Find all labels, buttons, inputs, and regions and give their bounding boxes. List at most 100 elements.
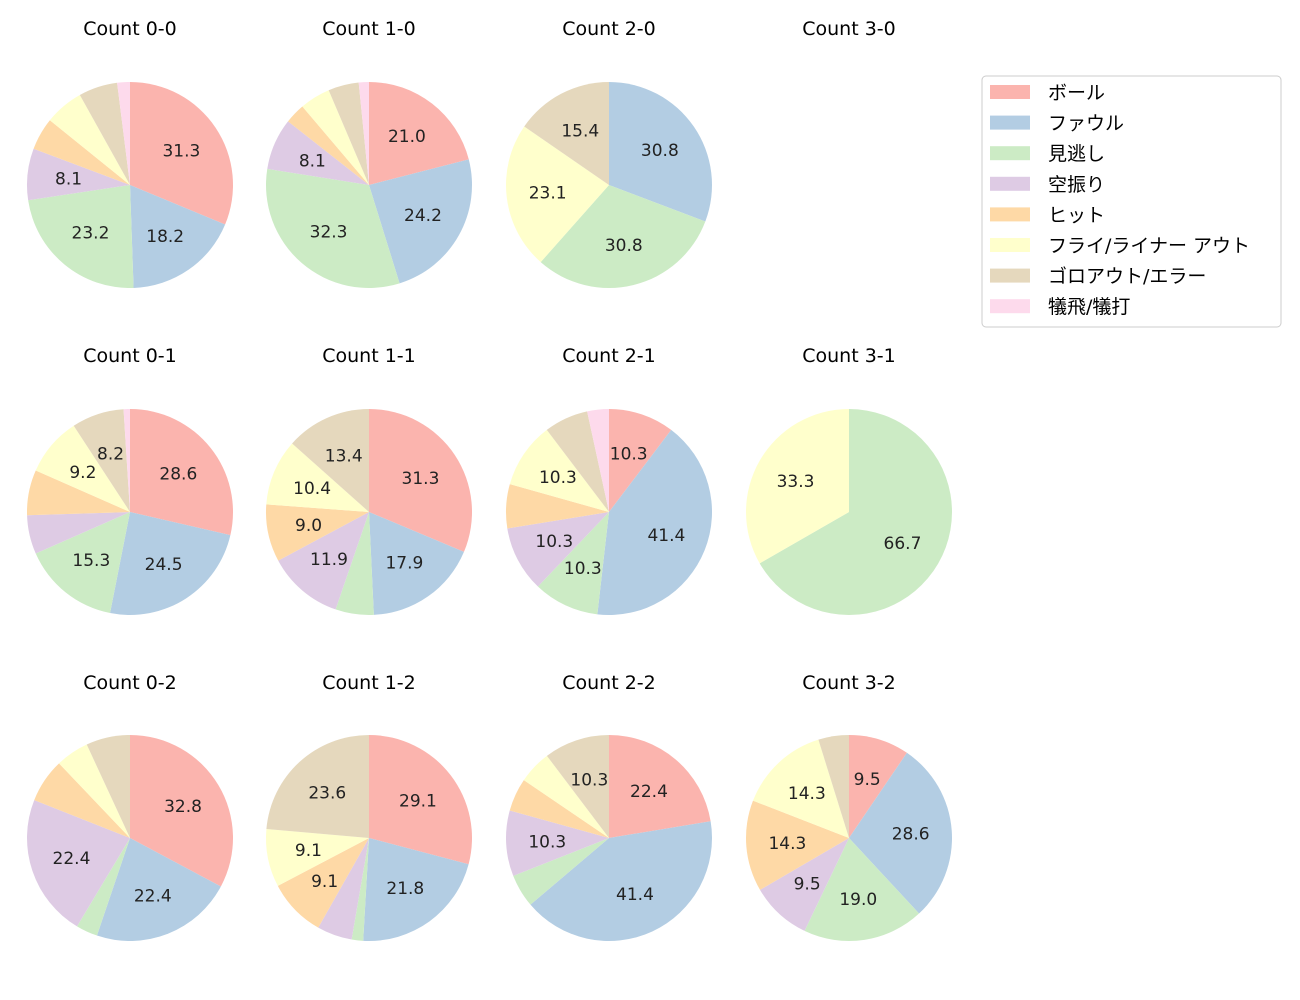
pie-slice	[524, 82, 609, 185]
pie-slice	[369, 159, 472, 284]
pie-count-2-1: Count 2-1 10.3 41.4 10.3 10.3 10.3	[505, 345, 713, 615]
slice-label: 21.8	[386, 879, 424, 899]
pie-slice	[609, 82, 713, 222]
pie-slice	[117, 82, 130, 185]
slice-label: 28.6	[159, 465, 197, 485]
pie-slice	[267, 121, 369, 185]
slice-label: 41.4	[616, 885, 654, 905]
pie-slice	[27, 470, 131, 516]
pie-slice	[335, 512, 374, 615]
legend-label: ヒット	[1048, 204, 1105, 226]
pie-title: Count 0-0	[83, 18, 177, 40]
pie-slice	[28, 185, 134, 288]
slice-label: 8.2	[97, 444, 124, 464]
pie-count-2-2: Count 2-2 22.4 41.4 10.3 10.3	[506, 672, 712, 941]
pie-slice	[266, 735, 369, 838]
pie-slice	[746, 800, 849, 890]
pie-slice	[130, 409, 234, 536]
slice-label: 24.5	[145, 555, 183, 575]
slice-label: 10.3	[564, 559, 602, 579]
slice-label: 11.9	[310, 550, 348, 570]
slice-label: 30.8	[641, 141, 679, 161]
pie-slice	[49, 95, 131, 185]
pie-slice	[523, 755, 609, 838]
slice-label: 15.3	[72, 551, 110, 571]
legend-label: ゴロアウト/エラー	[1048, 266, 1206, 288]
pie-slice	[540, 185, 706, 289]
pie-slice	[363, 838, 469, 942]
pie-count-3-1: Count 3-1 66.7 33.3	[745, 345, 952, 615]
pie-slice	[123, 409, 130, 512]
pie-count-0-1: Count 0-1 28.6 24.5 15.3 9.28.2	[27, 345, 234, 615]
pie-slice	[760, 838, 849, 931]
pie-slice	[110, 512, 231, 615]
pie-slice	[506, 126, 609, 263]
pie-slice	[86, 735, 130, 838]
legend-label: ボール	[1048, 82, 1105, 104]
legend-label: フライ/ライナー アウト	[1048, 235, 1250, 257]
pie-slice	[513, 838, 609, 905]
pie-slice	[369, 512, 464, 615]
pie-slice	[277, 838, 369, 928]
pie-slice	[292, 409, 369, 512]
slice-label: 8.1	[299, 151, 326, 171]
slice-label: 21.0	[388, 127, 426, 147]
slice-label: 22.4	[134, 886, 172, 906]
slice-label: 31.3	[162, 142, 200, 162]
pie-slice	[35, 512, 130, 614]
pie-title: Count 3-1	[802, 345, 896, 367]
pie-title: Count 1-2	[322, 672, 416, 694]
legend-swatch	[990, 207, 1030, 222]
slice-label: 23.1	[529, 183, 567, 203]
pie-title: Count 2-2	[562, 672, 656, 694]
pie-slice	[849, 735, 907, 838]
slice-label: 9.1	[295, 841, 322, 861]
pie-title: Count 0-2	[83, 672, 177, 694]
pie-slice	[369, 409, 473, 552]
pie-slice	[849, 752, 952, 914]
slice-label: 10.3	[539, 468, 577, 488]
slice-label: 28.6	[892, 824, 930, 844]
pie-slice	[77, 838, 130, 936]
pie-title: Count 3-0	[802, 18, 896, 40]
pie-title: Count 2-0	[562, 18, 656, 40]
pie-slice	[369, 82, 469, 185]
pie-title: Count 2-1	[562, 345, 656, 367]
slice-label: 23.2	[72, 224, 110, 244]
pie-slice	[34, 763, 131, 838]
pie-slice	[505, 484, 609, 529]
pie-count-1-2: Count 1-2 29.1 21.8 9.1 9.1 23.6	[266, 672, 473, 942]
legend-swatch	[990, 176, 1030, 191]
slice-label: 32.3	[310, 223, 348, 243]
slice-label: 41.4	[647, 526, 685, 546]
pie-slice	[752, 739, 849, 838]
slice-label: 13.4	[325, 447, 363, 467]
slice-label: 29.1	[399, 791, 437, 811]
pie-slice	[266, 443, 369, 512]
slice-label: 10.3	[528, 832, 566, 852]
pie-slice	[537, 512, 609, 615]
pie-title: Count 0-1	[83, 345, 177, 367]
pie-slice	[818, 735, 849, 838]
slice-label: 22.4	[53, 849, 91, 869]
pie-slice	[130, 735, 233, 887]
pie-count-0-2: Count 0-2 32.8 22.4 22.4	[26, 672, 233, 941]
pie-count-1-0: Count 1-0 21.0 24.2 32.3 8.1	[265, 18, 472, 288]
pie-count-3-2: Count 3-2 9.5 28.6 19.0 9.5 14.3 14.3	[746, 672, 952, 941]
pie-slice	[73, 409, 130, 512]
legend-swatch	[990, 146, 1030, 161]
pie-slice	[328, 82, 369, 185]
slice-label: 24.2	[404, 206, 442, 226]
pie-slice	[509, 780, 609, 838]
slice-label: 32.8	[164, 797, 202, 817]
pie-count-0-0: Count 0-0 31.3 18.2 23.2 8.1	[27, 18, 233, 288]
legend-swatch	[990, 85, 1030, 99]
pie-slice	[130, 185, 226, 288]
legend-swatch	[990, 299, 1030, 314]
pie-slice	[358, 82, 369, 185]
pie-slice	[804, 838, 920, 941]
slice-label: 22.4	[630, 782, 668, 802]
pie-slice	[96, 838, 221, 941]
